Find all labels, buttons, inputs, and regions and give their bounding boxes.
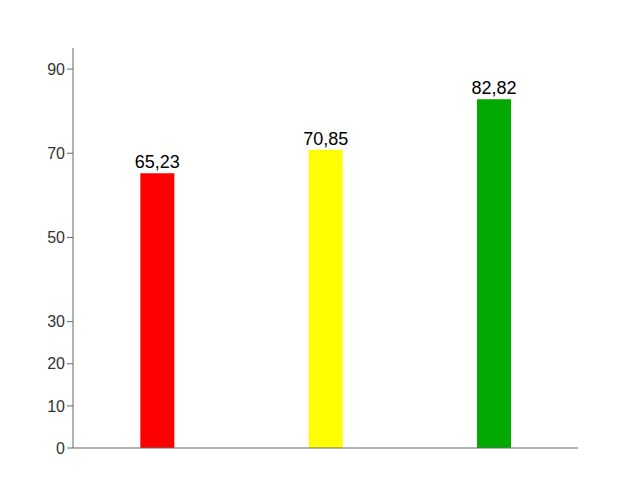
svg-text:90: 90	[47, 61, 65, 78]
svg-text:30: 30	[47, 313, 65, 330]
svg-text:0: 0	[56, 440, 65, 457]
svg-text:10: 10	[47, 398, 65, 415]
svg-text:82,82: 82,82	[471, 78, 516, 98]
svg-text:65,23: 65,23	[135, 152, 180, 172]
svg-text:20: 20	[47, 355, 65, 372]
svg-text:50: 50	[47, 229, 65, 246]
svg-text:70: 70	[47, 145, 65, 162]
svg-text:70,85: 70,85	[303, 129, 348, 149]
